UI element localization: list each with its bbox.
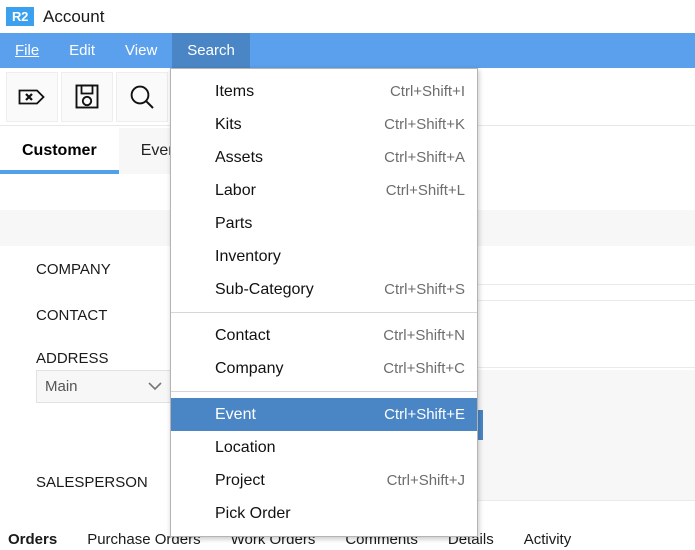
save-floppy-icon [75,84,99,109]
save-floppy-icon-button[interactable] [61,71,113,122]
form-divider-1 [478,284,695,285]
menu-item-project-accel: Ctrl+Shift+J [386,472,465,489]
row-selection-marker [478,410,483,440]
form-row-salesperson: SALESPERSON [0,464,695,500]
menu-item-event-label: Event [215,405,256,423]
menu-file-label: File [15,42,40,59]
menu-item-pick-order-label: Pick Order [215,504,291,522]
menu-item-project[interactable]: Project Ctrl+Shift+J [171,464,477,497]
title-bar: R2 Account [0,0,695,33]
menu-item-location-label: Location [215,438,276,456]
menu-view[interactable]: View [110,33,172,68]
label-address: ADDRESS [36,349,109,367]
menu-file[interactable]: File [0,33,54,68]
menu-item-items[interactable]: Items Ctrl+Shift+I [171,75,477,108]
menu-item-parts[interactable]: Parts [171,207,477,240]
window-title: Account [43,7,105,26]
menu-item-labor-label: Labor [215,181,256,199]
menu-item-sub-category[interactable]: Sub-Category Ctrl+Shift+S [171,273,477,306]
menu-item-assets[interactable]: Assets Ctrl+Shift+A [171,141,477,174]
menu-bar: File Edit View Search [0,33,695,68]
menu-item-contact-label: Contact [215,326,271,344]
tag-x-icon-button[interactable] [6,71,58,122]
menu-edit[interactable]: Edit [54,33,110,68]
tag-x-icon [18,89,45,104]
address-type-select[interactable]: Main [36,370,172,403]
menu-item-inventory-label: Inventory [215,247,281,265]
menu-search-label: Search [187,42,235,59]
menu-separator-1 [171,312,477,313]
menu-item-contact[interactable]: Contact Ctrl+Shift+N [171,319,477,352]
menu-separator-2 [171,391,477,392]
form-row-contact: CONTACT [0,292,695,338]
menu-item-parts-label: Parts [215,214,253,232]
form-row-company: COMPANY [0,246,695,292]
app-logo-icon: R2 [6,7,34,26]
menu-item-assets-accel: Ctrl+Shift+A [384,149,465,166]
menu-edit-label: Edit [69,42,96,59]
search-magnifier-icon-button[interactable] [116,71,168,122]
menu-item-items-accel: Ctrl+Shift+I [389,83,465,100]
menu-item-event[interactable]: Event Ctrl+Shift+E [171,398,477,431]
bottom-tab-orders[interactable]: Orders [8,529,57,548]
menu-item-company[interactable]: Company Ctrl+Shift+C [171,352,477,385]
menu-view-label: View [125,42,158,59]
address-detail-panel [478,370,695,500]
address-type-select-value: Main [45,378,78,395]
label-company: COMPANY [36,260,111,278]
tab-customer-label: Customer [22,142,97,159]
menu-item-project-label: Project [215,471,265,489]
menu-item-items-label: Items [215,82,255,100]
menu-item-sub-category-label: Sub-Category [215,280,314,298]
menu-item-company-accel: Ctrl+Shift+C [383,360,465,377]
menu-item-assets-label: Assets [215,148,264,166]
search-dropdown-menu: Items Ctrl+Shift+I Kits Ctrl+Shift+K Ass… [170,68,478,537]
label-contact: CONTACT [36,306,108,324]
menu-item-pick-order[interactable]: Pick Order [171,497,477,530]
bottom-tab-activity[interactable]: Activity [524,529,572,548]
bottom-tab-activity-label: Activity [523,531,572,548]
menu-item-kits-label: Kits [215,115,242,133]
form-divider-2 [478,300,695,301]
form-divider-4 [478,500,695,501]
menu-item-inventory[interactable]: Inventory [171,240,477,273]
chevron-down-icon [147,378,163,395]
menu-item-labor[interactable]: Labor Ctrl+Shift+L [171,174,477,207]
menu-item-contact-accel: Ctrl+Shift+N [383,327,465,344]
menu-item-event-accel: Ctrl+Shift+E [384,406,465,423]
menu-item-location[interactable]: Location [171,431,477,464]
menu-search[interactable]: Search [172,33,250,68]
menu-item-company-label: Company [215,359,284,377]
search-magnifier-icon [130,85,154,109]
menu-item-kits-accel: Ctrl+Shift+K [384,116,465,133]
label-salesperson: SALESPERSON [36,473,148,491]
bottom-tab-orders-label: Orders [8,531,58,548]
tab-customer[interactable]: Customer [0,128,119,174]
form-divider-3 [478,367,695,368]
menu-item-kits[interactable]: Kits Ctrl+Shift+K [171,108,477,141]
menu-item-labor-accel: Ctrl+Shift+L [385,182,465,199]
menu-item-sub-category-accel: Ctrl+Shift+S [384,281,465,298]
form-row-address: ADDRESS [0,338,695,378]
